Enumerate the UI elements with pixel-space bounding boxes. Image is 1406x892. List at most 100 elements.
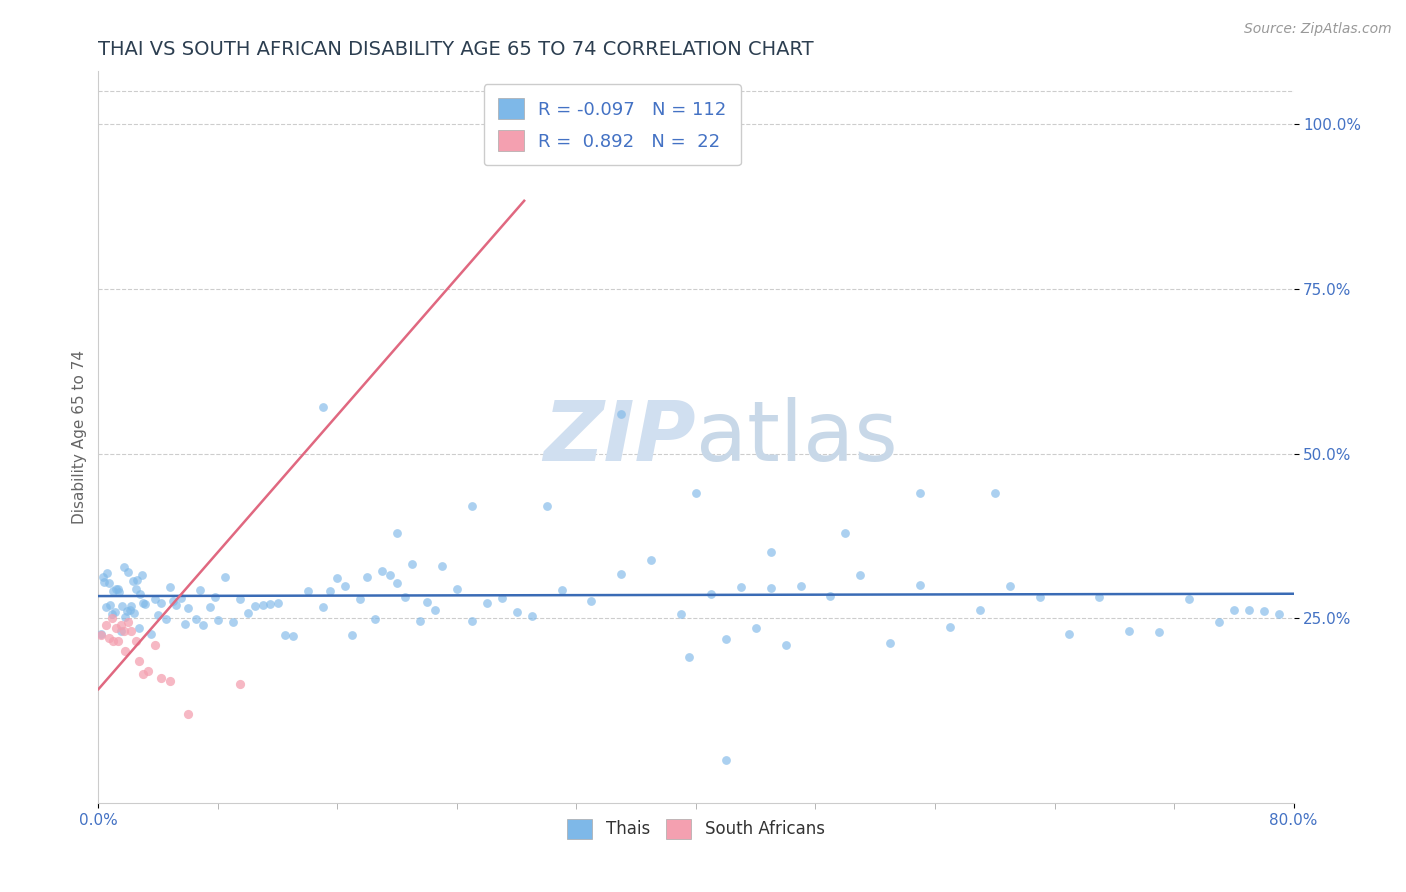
Point <box>1253 604 1275 618</box>
Point <box>107 634 129 648</box>
Point <box>131 568 153 582</box>
Point <box>1237 602 1260 616</box>
Point <box>121 574 143 589</box>
Point <box>200 600 222 615</box>
Point <box>700 587 723 601</box>
Point <box>159 580 181 594</box>
Point <box>120 624 142 639</box>
Point <box>297 583 319 598</box>
Point <box>430 559 453 574</box>
Point <box>93 574 115 589</box>
Point <box>267 596 290 610</box>
Point <box>685 486 707 500</box>
Point <box>229 677 252 691</box>
Point <box>155 612 177 626</box>
Point <box>610 407 633 421</box>
Point <box>110 618 132 632</box>
Point <box>114 644 136 658</box>
Point <box>775 638 797 652</box>
Point <box>759 581 782 595</box>
Point <box>1208 615 1230 629</box>
Point <box>245 599 267 613</box>
Point <box>165 598 187 612</box>
Point <box>207 613 229 627</box>
Point <box>342 628 364 642</box>
Point <box>104 605 127 619</box>
Point <box>1267 607 1289 622</box>
Point <box>520 609 543 624</box>
Point <box>939 620 962 634</box>
Point <box>117 566 139 580</box>
Point <box>127 574 149 588</box>
Point <box>94 599 117 614</box>
Text: ZIP: ZIP <box>543 397 696 477</box>
Point <box>184 612 207 626</box>
Point <box>94 618 117 632</box>
Point <box>150 671 173 685</box>
Point <box>204 590 226 604</box>
Point <box>364 612 387 626</box>
Point <box>506 605 529 619</box>
Point <box>143 638 166 652</box>
Point <box>111 599 134 614</box>
Point <box>1059 626 1081 640</box>
Point <box>101 607 124 622</box>
Point <box>169 591 191 605</box>
Point <box>385 525 409 540</box>
Point <box>311 600 333 615</box>
Point <box>97 631 120 645</box>
Point <box>281 630 304 644</box>
Point <box>114 610 136 624</box>
Point <box>730 580 752 594</box>
Point <box>128 621 150 635</box>
Point <box>110 624 132 639</box>
Point <box>461 614 484 628</box>
Point <box>714 753 737 767</box>
Point <box>117 615 139 629</box>
Point <box>610 567 633 582</box>
Point <box>148 608 170 623</box>
Point <box>90 628 112 642</box>
Point <box>401 557 423 571</box>
Point <box>115 604 138 618</box>
Point <box>252 598 274 612</box>
Point <box>908 578 931 592</box>
Point <box>1118 624 1140 639</box>
Point <box>214 570 236 584</box>
Point <box>125 634 148 648</box>
Point <box>879 635 901 649</box>
Legend: Thais, South Africans: Thais, South Africans <box>561 812 831 846</box>
Point <box>1223 603 1246 617</box>
Point <box>1028 590 1050 604</box>
Point <box>408 614 430 628</box>
Point <box>640 553 662 567</box>
Point <box>1088 590 1111 604</box>
Point <box>112 624 135 639</box>
Point <box>333 578 356 592</box>
Point <box>714 632 737 646</box>
Text: THAI VS SOUTH AFRICAN DISABILITY AGE 65 TO 74 CORRELATION CHART: THAI VS SOUTH AFRICAN DISABILITY AGE 65 … <box>98 39 814 59</box>
Point <box>759 545 782 559</box>
Point <box>229 592 252 607</box>
Point <box>103 584 125 599</box>
Point <box>356 570 378 584</box>
Point <box>834 525 856 540</box>
Point <box>129 587 152 601</box>
Point <box>112 560 135 574</box>
Point <box>385 576 409 591</box>
Point <box>1147 625 1170 640</box>
Point <box>491 117 513 131</box>
Point <box>132 667 155 681</box>
Point <box>394 590 416 604</box>
Point <box>789 579 811 593</box>
Point <box>550 582 572 597</box>
Point <box>311 401 333 415</box>
Point <box>90 627 112 641</box>
Point <box>125 582 148 597</box>
Point <box>174 616 197 631</box>
Point <box>236 606 259 620</box>
Point <box>162 594 184 608</box>
Text: atlas: atlas <box>696 397 897 477</box>
Point <box>461 500 484 514</box>
Point <box>132 596 155 610</box>
